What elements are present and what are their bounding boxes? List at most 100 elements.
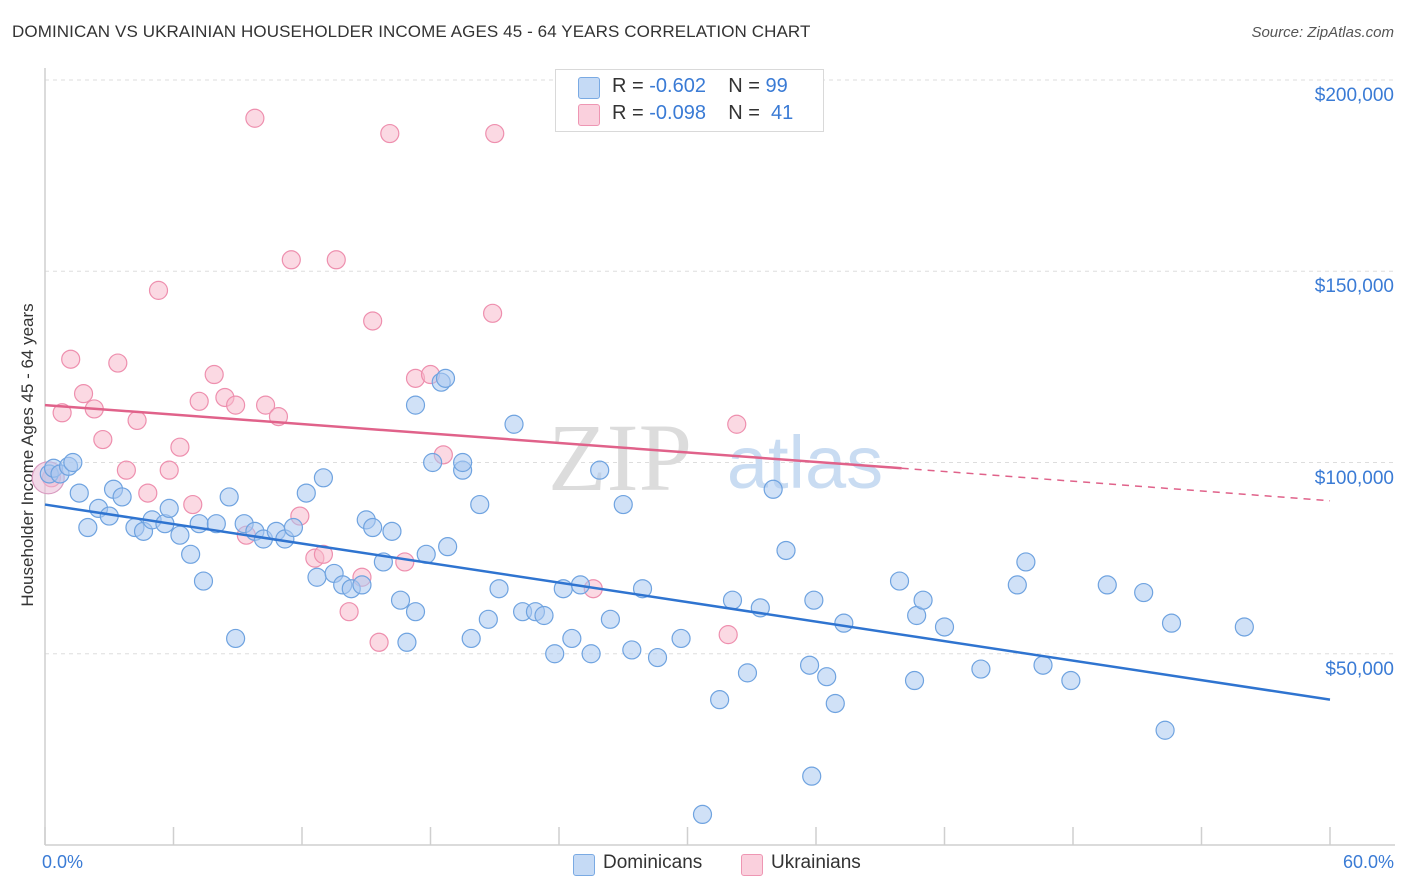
bottom-legend-label-ukrainians: Ukrainians bbox=[771, 852, 861, 873]
legend-n-value: 41 bbox=[771, 102, 794, 124]
ukrainian-point bbox=[189, 391, 209, 411]
dominican-point bbox=[78, 517, 98, 538]
ukrainian-point bbox=[395, 552, 415, 572]
ukrainian-point bbox=[204, 364, 224, 385]
y-tick-label: $150,000 bbox=[1314, 276, 1394, 298]
ukrainian-point bbox=[727, 414, 747, 434]
dominican-point bbox=[622, 640, 642, 660]
dominican-point bbox=[363, 517, 383, 538]
source-label: Source: ZipAtlas.com bbox=[1251, 24, 1394, 41]
dominican-point bbox=[1061, 670, 1081, 691]
bottom-legend-swatch-dominicans bbox=[573, 854, 595, 876]
ukrainian-point bbox=[73, 384, 94, 404]
dominican-point bbox=[600, 609, 621, 629]
grid-lines bbox=[45, 79, 1395, 655]
legend-r-value: -0.098 bbox=[649, 102, 706, 124]
dominican-point bbox=[534, 605, 554, 626]
dominican-point bbox=[671, 628, 691, 649]
legend-r-label: R = bbox=[612, 75, 644, 97]
dominican-point bbox=[825, 693, 845, 714]
watermark-zip: ZIP bbox=[548, 404, 692, 511]
dominican-point bbox=[453, 452, 473, 473]
ukrainian-point bbox=[127, 410, 147, 431]
dominican-point bbox=[1161, 613, 1182, 633]
ukrainian-point bbox=[245, 108, 265, 128]
dominican-point bbox=[817, 667, 837, 687]
dominican-point bbox=[63, 452, 83, 473]
dominican-point bbox=[581, 644, 601, 664]
dominican-point bbox=[382, 521, 402, 541]
dominican-point bbox=[692, 804, 713, 825]
ukrainian-point bbox=[326, 250, 346, 270]
legend-r-value: -0.602 bbox=[649, 75, 706, 97]
bottom-legend-swatch-ukrainians bbox=[741, 854, 763, 876]
ukrainian-point bbox=[369, 632, 389, 652]
dominican-point bbox=[904, 670, 925, 691]
legend-n-label: N = bbox=[728, 75, 760, 97]
dominican-point bbox=[206, 514, 226, 534]
ukrainian-point bbox=[108, 353, 128, 373]
dominican-point bbox=[632, 579, 653, 599]
ukrainian-point bbox=[313, 544, 334, 564]
dominican-point bbox=[193, 571, 214, 591]
dominican-point bbox=[69, 483, 89, 503]
legend-swatch-dominicans bbox=[578, 77, 600, 99]
watermark: ZIP atlas bbox=[548, 404, 883, 511]
dominican-point bbox=[913, 590, 933, 610]
dominican-point bbox=[170, 525, 190, 545]
y-tick-label: $100,000 bbox=[1314, 467, 1394, 489]
dominican-point bbox=[226, 628, 246, 649]
dominican-point bbox=[934, 617, 955, 637]
dominican-point bbox=[971, 659, 991, 679]
ukrainian-point bbox=[93, 429, 113, 450]
ukrainian-point bbox=[116, 460, 136, 480]
dominican-point bbox=[283, 517, 304, 538]
ukrainian-point bbox=[363, 311, 383, 331]
dominican-point bbox=[352, 575, 372, 595]
dominican-point bbox=[710, 690, 730, 710]
dominican-point bbox=[219, 487, 239, 507]
chart-title: DOMINICAN VS UKRAINIAN HOUSEHOLDER INCOM… bbox=[12, 22, 811, 41]
dominican-point bbox=[1155, 720, 1175, 740]
dominican-point bbox=[159, 498, 179, 518]
dominican-point bbox=[590, 460, 610, 480]
dominican-point bbox=[397, 632, 417, 652]
trend-line-solid bbox=[44, 503, 1331, 701]
ukrainian-point bbox=[255, 395, 276, 415]
dominican-point bbox=[1016, 552, 1036, 572]
dominican-point bbox=[307, 567, 327, 587]
trend-lines bbox=[44, 403, 1331, 701]
ukrainian-point bbox=[226, 395, 246, 415]
dominican-point bbox=[461, 628, 481, 649]
x-tick-label-start: 0.0% bbox=[42, 852, 84, 872]
dominican-point bbox=[438, 537, 458, 557]
ukrainian-point bbox=[52, 403, 72, 423]
dominican-point bbox=[1007, 575, 1027, 595]
axes bbox=[44, 68, 1395, 846]
ukrainians-points bbox=[31, 108, 747, 652]
dominican-point bbox=[1134, 582, 1154, 603]
ukrainian-point bbox=[159, 460, 179, 480]
legend-r-label: R = bbox=[612, 102, 644, 124]
dominican-point bbox=[799, 655, 820, 675]
dominican-point bbox=[470, 494, 490, 515]
dominican-point bbox=[804, 590, 824, 610]
dominican-point bbox=[647, 647, 668, 668]
dominican-point bbox=[1234, 617, 1254, 637]
ukrainian-point bbox=[339, 602, 359, 622]
dominican-point bbox=[405, 602, 426, 622]
dominican-point bbox=[889, 571, 910, 591]
trend-line-solid bbox=[44, 403, 902, 470]
ukrainian-point bbox=[485, 123, 505, 144]
watermark-atlas: atlas bbox=[727, 421, 883, 504]
dominican-point bbox=[504, 414, 524, 434]
dominican-point bbox=[1097, 575, 1117, 595]
dominican-point bbox=[489, 579, 509, 599]
y-tick-label: $200,000 bbox=[1314, 85, 1394, 106]
legend-n-label: N = bbox=[728, 102, 760, 124]
ukrainian-point bbox=[138, 483, 158, 503]
dominican-point bbox=[405, 395, 426, 415]
dominican-point bbox=[776, 540, 796, 561]
dominican-point bbox=[562, 628, 582, 649]
